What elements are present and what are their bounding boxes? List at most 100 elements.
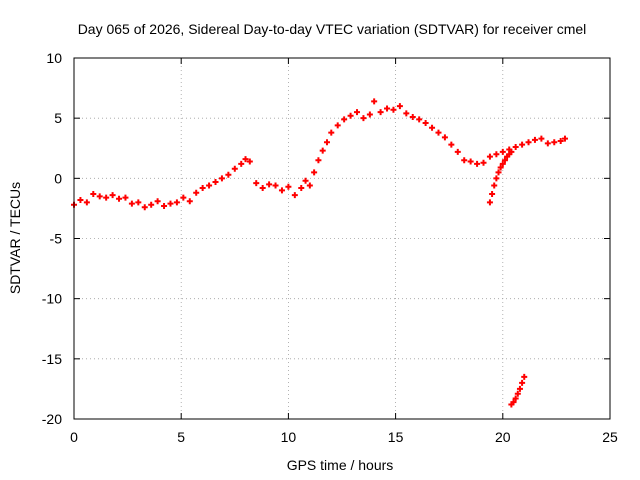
data-point [154,198,161,205]
data-point [489,190,496,197]
data-point [510,399,517,406]
data-point [377,109,384,116]
data-point [341,116,348,123]
data-point [103,194,110,201]
data-point [347,112,354,119]
data-series [508,373,528,408]
data-point [561,135,568,142]
data-points [71,98,568,408]
data-point [499,148,506,155]
data-point [96,193,103,200]
data-point [161,203,168,210]
data-point [109,192,116,199]
data-point [416,116,423,123]
data-point [480,159,487,166]
data-point [403,110,410,117]
data-point [186,198,193,205]
data-point [409,113,416,120]
data-point [315,157,322,164]
data-point [360,115,367,122]
x-tick-label: 15 [388,429,404,445]
data-point [306,182,313,189]
data-point [435,129,442,136]
data-point [512,395,519,402]
chart-title: Day 065 of 2026, Sidereal Day-to-day VTE… [78,21,587,37]
data-point [319,147,326,154]
data-point [538,135,545,142]
data-point [467,158,474,165]
data-point [384,105,391,112]
data-point [501,157,508,164]
data-point [246,158,253,165]
data-point [212,178,219,185]
data-point [474,160,481,167]
x-tick-label: 10 [281,429,297,445]
data-point [311,169,318,176]
data-point [259,184,266,191]
x-tick-label: 5 [177,429,185,445]
data-point [491,182,498,189]
data-point [148,201,155,208]
data-point [441,134,448,141]
data-point [521,373,528,380]
data-point [429,124,436,131]
y-tick-label: -10 [42,291,62,307]
y-tick-label: 5 [54,110,62,126]
grid [74,58,610,419]
data-point [461,157,468,164]
data-point [291,192,298,199]
data-point [242,156,249,163]
axis-ticks [73,57,611,420]
y-tick-label: -5 [50,231,63,247]
data-point [128,200,135,207]
data-point [266,181,273,188]
data-point [173,199,180,206]
data-point [122,194,129,201]
data-point [135,199,142,206]
data-point [366,111,373,118]
data-point [253,180,260,187]
data-point [448,141,455,148]
data-point [180,194,187,201]
data-point [508,148,515,155]
y-tick-labels: -20 -15 -10 -5 0 5 10 [42,50,62,427]
data-point [390,106,397,113]
data-point [396,103,403,110]
data-point [371,98,378,105]
data-point [116,195,123,202]
data-point [334,122,341,129]
data-point [77,196,84,203]
data-point [238,160,245,167]
data-point [199,184,206,191]
data-point [302,177,309,184]
data-point [516,385,523,392]
y-tick-label: -15 [42,351,62,367]
data-point [193,189,200,196]
data-point [486,199,493,206]
data-point [454,148,461,155]
data-point [278,187,285,194]
data-point [497,164,504,171]
data-point [206,182,213,189]
data-point [544,140,551,147]
data-point [499,160,506,167]
data-point [525,139,532,146]
data-point [551,139,558,146]
data-point [519,141,526,148]
x-tick-labels: 0 5 10 15 20 25 [70,429,618,445]
data-point [167,200,174,207]
data-point [141,204,148,211]
data-point [514,390,521,397]
data-point [519,379,526,386]
data-point [557,138,564,145]
data-point [90,190,97,197]
data-point [493,175,500,182]
x-tick-label: 20 [495,429,511,445]
data-point [323,139,330,146]
y-tick-label: 0 [54,170,62,186]
data-point [272,182,279,189]
x-tick-label: 25 [602,429,618,445]
data-point [285,183,292,190]
